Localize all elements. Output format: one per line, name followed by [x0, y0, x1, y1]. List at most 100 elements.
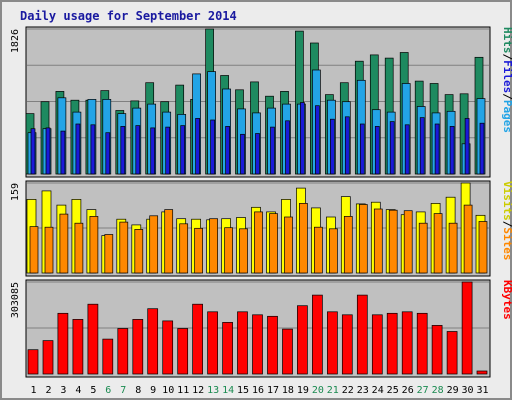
- bar-pages-day-7: [120, 126, 126, 175]
- bar-kbytes-day-10: [162, 320, 174, 375]
- bar-pages-day-25: [389, 121, 395, 175]
- bar-sites-day-24: [373, 208, 383, 274]
- x-tick-day-7: 7: [120, 385, 126, 396]
- bar-kbytes-day-1: [27, 349, 39, 375]
- bar-kbytes-day-17: [267, 315, 278, 375]
- x-tick-day-16: 16: [252, 385, 264, 396]
- bar-pages-day-19: [300, 102, 305, 175]
- bar-sites-day-31: [478, 221, 488, 274]
- x-tick-day-2: 2: [45, 385, 51, 396]
- bar-sites-day-2: [44, 226, 54, 274]
- bar-kbytes-day-11: [177, 328, 189, 375]
- legend-item-files: Files: [501, 60, 512, 93]
- x-tick-day-24: 24: [372, 385, 384, 396]
- panel-hits-files-pages: 1826: [10, 26, 491, 178]
- bar-pages-day-16: [255, 133, 260, 175]
- bar-sites-day-11: [179, 223, 189, 274]
- bar-sites-day-29: [448, 222, 458, 274]
- bar-kbytes-day-14: [222, 322, 233, 375]
- bar-pages-day-4: [75, 123, 81, 175]
- x-tick-day-18: 18: [282, 385, 294, 396]
- bar-sites-day-16: [254, 211, 263, 274]
- bar-kbytes-day-6: [102, 338, 114, 375]
- legend-item-hits: Hits: [501, 27, 512, 54]
- bar-pages-day-27: [419, 117, 425, 175]
- bar-pages-day-29: [449, 126, 455, 175]
- bar-pages-day-11: [180, 125, 186, 175]
- bar-sites-day-26: [403, 210, 413, 274]
- bar-pages-day-21: [330, 118, 335, 175]
- bar-sites-day-12: [194, 227, 203, 274]
- x-tick-day-15: 15: [237, 385, 249, 396]
- bar-pages-day-3: [60, 130, 66, 175]
- bar-sites-day-19: [299, 203, 308, 274]
- x-tick-day-8: 8: [135, 385, 141, 396]
- bar-kbytes-day-28: [431, 325, 443, 375]
- bar-kbytes-day-7: [117, 328, 129, 375]
- x-tick-day-13: 13: [207, 385, 219, 396]
- x-tick-day-10: 10: [162, 385, 174, 396]
- bar-kbytes-day-13: [207, 311, 218, 375]
- legend-item-slash: /: [501, 54, 512, 61]
- bar-pages-day-13: [210, 119, 215, 175]
- bar-pages-day-2: [45, 127, 51, 175]
- bar-sites-day-27: [418, 222, 428, 274]
- legend-item-visits: Visits: [501, 181, 512, 221]
- x-tick-day-27: 27: [417, 385, 429, 396]
- bar-kbytes-day-29: [446, 331, 458, 375]
- bar-sites-day-28: [433, 213, 443, 274]
- x-tick-day-3: 3: [60, 385, 66, 396]
- x-tick-day-14: 14: [222, 385, 234, 396]
- bar-sites-day-1: [29, 226, 39, 274]
- bar-kbytes-day-22: [341, 314, 353, 375]
- bar-pages-day-24: [374, 126, 380, 175]
- bar-pages-day-18: [285, 120, 290, 175]
- legend-2: Visits/Sites: [501, 181, 512, 261]
- y-max-label: 159: [10, 183, 21, 201]
- bar-pages-day-20: [315, 105, 320, 175]
- x-tick-day-19: 19: [297, 385, 309, 396]
- bar-pages-day-15: [240, 133, 245, 175]
- legend-item-kbytes: KBytes: [501, 280, 512, 320]
- y-max-label: 303085: [10, 282, 21, 318]
- bar-sites-day-17: [269, 213, 278, 274]
- bar-kbytes-day-12: [192, 303, 203, 375]
- x-tick-day-31: 31: [476, 385, 488, 396]
- bar-sites-day-5: [89, 216, 99, 274]
- legend-item-sites: Sites: [501, 227, 512, 260]
- legend-item-slash: /: [501, 93, 512, 100]
- x-tick-day-30: 30: [461, 385, 473, 396]
- bar-pages-day-10: [165, 126, 171, 175]
- x-tick-day-28: 28: [432, 385, 444, 396]
- x-tick-day-20: 20: [312, 385, 324, 396]
- bar-kbytes-day-16: [252, 314, 263, 375]
- bar-kbytes-day-18: [282, 328, 293, 375]
- bar-sites-day-14: [224, 227, 233, 274]
- bar-sites-day-9: [149, 215, 159, 274]
- bar-kbytes-day-21: [327, 311, 338, 375]
- legend-1: Hits/Files/Pages: [501, 27, 512, 133]
- bar-pages-day-14: [225, 126, 230, 175]
- x-tick-day-29: 29: [447, 385, 459, 396]
- x-tick-day-23: 23: [357, 385, 369, 396]
- bar-pages-day-30: [464, 118, 470, 175]
- panel-kbytes: 303085: [10, 279, 491, 378]
- bar-kbytes-day-26: [401, 311, 413, 375]
- bar-sites-day-21: [329, 228, 338, 274]
- bar-sites-day-20: [314, 226, 323, 274]
- x-tick-day-9: 9: [150, 385, 156, 396]
- bar-kbytes-day-30: [461, 281, 473, 375]
- bar-sites-day-6: [104, 234, 114, 274]
- legend-item-slash: /: [501, 221, 512, 228]
- bar-sites-day-22: [343, 216, 353, 274]
- bar-pages-day-26: [404, 124, 410, 175]
- bar-sites-day-10: [164, 209, 174, 274]
- x-tick-day-4: 4: [75, 385, 81, 396]
- bar-kbytes-day-5: [87, 303, 99, 375]
- bar-sites-day-8: [134, 229, 144, 274]
- x-tick-day-26: 26: [402, 385, 414, 396]
- bar-kbytes-day-3: [57, 312, 69, 375]
- legend-3: KBytes: [501, 280, 512, 320]
- legend-item-pages: Pages: [501, 100, 512, 133]
